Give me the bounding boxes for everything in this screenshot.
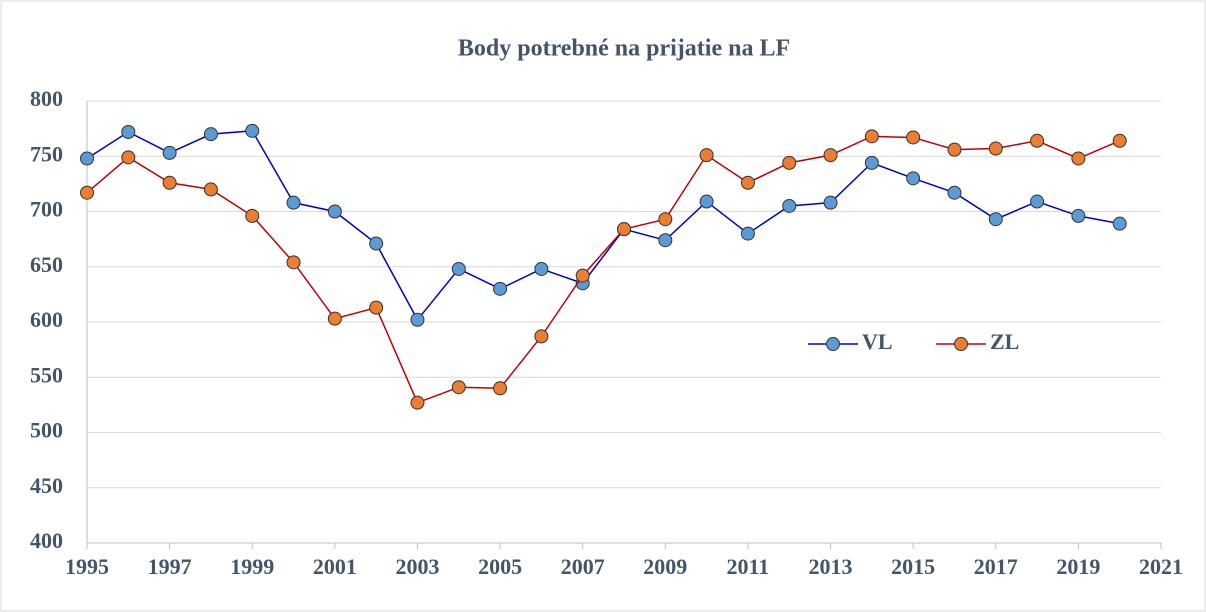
point: [410, 312, 425, 327]
x-tick-label: 2013: [809, 554, 853, 579]
point: [699, 148, 714, 163]
point: [493, 281, 508, 296]
point: [369, 236, 384, 251]
point: [534, 329, 549, 344]
point: [782, 198, 797, 213]
y-tick-label: 600: [30, 307, 63, 332]
point: [864, 129, 879, 144]
point: [617, 222, 631, 237]
point: [575, 268, 590, 283]
legend-label: VL: [862, 329, 893, 354]
x-tick-label: 2021: [1139, 554, 1183, 579]
point: [740, 175, 755, 190]
point: [162, 175, 177, 190]
x-tick-label: 2009: [643, 554, 687, 579]
point: [80, 151, 94, 166]
point: [823, 195, 838, 210]
point: [740, 226, 755, 241]
point: [988, 141, 1003, 156]
point: [1071, 208, 1086, 223]
y-tick-label: 500: [30, 418, 63, 443]
point: [162, 145, 177, 160]
legend-marker: [826, 337, 840, 351]
point: [121, 124, 136, 139]
y-tick-label: 550: [30, 362, 63, 387]
x-tick-label: 1995: [65, 554, 109, 579]
y-tick-label: 750: [30, 141, 63, 166]
point: [1030, 194, 1045, 209]
x-tick-label: 2019: [1056, 554, 1100, 579]
point: [947, 142, 962, 157]
point: [782, 155, 797, 170]
point: [80, 185, 94, 200]
point: [327, 311, 342, 326]
x-tick-label: 1997: [148, 554, 192, 579]
y-tick-label: 650: [30, 252, 63, 277]
x-tick-label: 2017: [974, 554, 1018, 579]
point: [493, 381, 508, 396]
y-tick-label: 400: [30, 528, 63, 553]
point: [699, 194, 714, 209]
point: [1030, 133, 1045, 148]
point: [1071, 151, 1086, 166]
point: [823, 148, 838, 163]
point: [451, 380, 466, 395]
point: [327, 204, 342, 219]
y-tick-label: 800: [30, 86, 63, 111]
point: [286, 195, 301, 210]
legend-label: ZL: [990, 329, 1019, 354]
point: [245, 123, 260, 138]
x-tick-label: 2005: [478, 554, 522, 579]
x-tick-label: 1999: [230, 554, 274, 579]
point: [658, 212, 673, 227]
legend-marker: [954, 337, 968, 351]
point: [947, 185, 962, 200]
point: [864, 155, 879, 170]
point: [121, 150, 136, 165]
y-tick-label: 700: [30, 197, 63, 222]
point: [203, 182, 218, 197]
series-line: [86, 135, 1120, 404]
point: [451, 261, 466, 276]
x-tick-label: 2001: [313, 554, 357, 579]
point: [1112, 133, 1127, 148]
point: [1112, 216, 1127, 231]
chart-title: Body potrebné na prijatie na LF: [458, 36, 790, 62]
point: [906, 130, 921, 145]
point: [286, 255, 301, 270]
point: [534, 261, 549, 276]
x-tick-label: 2003: [395, 554, 439, 579]
point: [369, 300, 384, 315]
y-tick-label: 450: [30, 473, 63, 498]
point: [988, 212, 1003, 227]
series-line: [86, 130, 1120, 322]
point: [245, 208, 260, 223]
x-tick-label: 2011: [727, 554, 770, 579]
x-tick-label: 2015: [891, 554, 935, 579]
point: [906, 171, 921, 186]
point: [203, 127, 218, 142]
point: [410, 395, 425, 410]
point: [658, 233, 673, 248]
x-tick-label: 2007: [561, 554, 605, 579]
